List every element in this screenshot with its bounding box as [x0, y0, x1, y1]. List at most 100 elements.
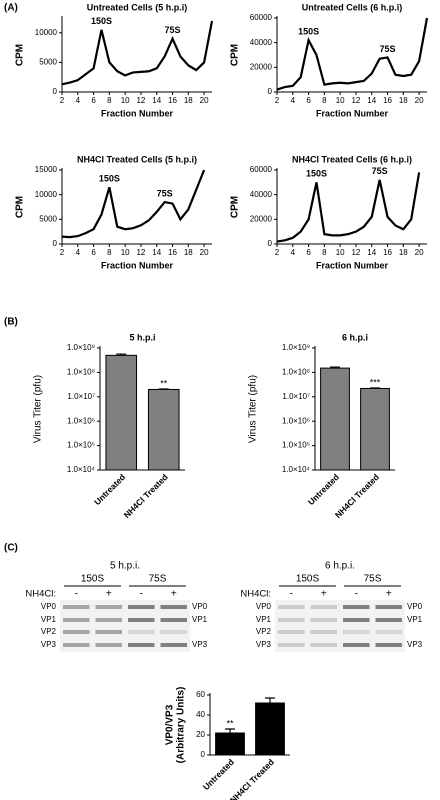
y-tick-label: 1.0×10⁶: [67, 416, 95, 425]
x-tick-label: 14: [152, 248, 161, 257]
gel-band: [343, 643, 370, 647]
gel-band: [95, 618, 122, 622]
y-tick-label: 1.0×10⁷: [67, 392, 95, 401]
x-tick-label: 14: [367, 96, 376, 105]
gel-band: [128, 630, 155, 634]
y-tick-label: 15000: [35, 165, 58, 174]
band-label: VP1: [256, 615, 272, 624]
x-axis-label: Fraction Number: [101, 108, 174, 118]
band-label: VP2: [256, 627, 272, 636]
peak-annotation: 150S: [306, 169, 327, 179]
y-tick-label: 10000: [35, 28, 58, 37]
gel-band: [95, 630, 122, 634]
significance-label: **: [226, 718, 234, 728]
gel-band: [160, 618, 187, 622]
y-axis-label: CPM: [15, 44, 26, 66]
gel-band: [63, 630, 90, 634]
x-tick-label: 20: [200, 96, 209, 105]
band-label: VP3: [192, 640, 208, 649]
band-label: VP0: [407, 602, 423, 611]
bar: [147, 388, 180, 471]
y-axis-label: (Arbitrary Units): [176, 687, 187, 764]
gel-band: [375, 618, 402, 622]
data-line: [61, 169, 206, 239]
x-tick-label: 12: [136, 248, 145, 257]
y-tick-label: 20: [196, 730, 205, 739]
gel-band: [375, 643, 402, 647]
gel-band: [310, 643, 337, 647]
gel-group: 75S: [364, 574, 382, 585]
band-label: VP1: [407, 615, 423, 624]
x-tick-label: 18: [399, 96, 408, 105]
y-tick-label: 60000: [250, 13, 273, 22]
gel-title: 6 h.p.i.: [325, 561, 355, 572]
gel-band: [310, 630, 337, 634]
x-tick-label: 16: [383, 96, 392, 105]
gel-band: [310, 618, 337, 622]
gel-band: [278, 605, 305, 609]
band-label: VP1: [192, 615, 208, 624]
bar: [320, 367, 350, 471]
gel-band: [160, 630, 187, 634]
x-tick-label: 6: [91, 96, 96, 105]
gel-band: [310, 605, 337, 609]
band-label: VP0: [256, 602, 272, 611]
y-tick-label: 1.0×10⁷: [282, 392, 310, 401]
x-tick-label: 4: [76, 248, 81, 257]
gel-band: [343, 618, 370, 622]
x-tick-label: 20: [415, 248, 424, 257]
peak-annotation: 150S: [298, 27, 319, 37]
bar: [360, 387, 390, 471]
panel-label: (A): [4, 3, 18, 14]
peak-annotation: 150S: [91, 16, 112, 26]
gel-group: 75S: [149, 574, 167, 585]
lane-label: +: [321, 589, 327, 600]
y-axis-label: CPM: [15, 196, 26, 218]
significance-label: ***: [370, 377, 381, 387]
gel-band: [160, 643, 187, 647]
gel-band: [63, 643, 90, 647]
error-bar: [330, 366, 340, 369]
gel-band: [63, 618, 90, 622]
band-label: VP0: [192, 602, 208, 611]
y-tick-label: 10000: [35, 190, 58, 199]
gel-group: 150S: [81, 574, 105, 585]
significance-label: **: [160, 378, 168, 388]
error-bar: [265, 697, 275, 703]
gel-band: [160, 605, 187, 609]
y-axis-label: Virus Titer (pfu): [248, 375, 259, 443]
y-tick-label: 60000: [250, 165, 273, 174]
y-tick-label: 5000: [39, 58, 57, 67]
band-label: VP0: [41, 602, 57, 611]
x-tick-label: 4: [76, 96, 81, 105]
band-label: VP3: [256, 640, 272, 649]
y-tick-label: 1.0×10⁵: [282, 441, 310, 450]
y-tick-label: 0: [201, 750, 206, 759]
lane-label: +: [386, 589, 392, 600]
x-tick-label: 20: [200, 248, 209, 257]
x-tick-label: 10: [336, 96, 345, 105]
gel-band: [343, 630, 370, 634]
x-tick-label: 8: [322, 248, 327, 257]
error-bar: [158, 388, 169, 390]
bar: [255, 702, 285, 756]
gel-band: [128, 618, 155, 622]
data-line: [61, 20, 214, 86]
y-tick-label: 0: [53, 87, 58, 96]
x-tick-label: 8: [107, 96, 112, 105]
band-label: VP1: [41, 615, 57, 624]
chart-title: NH4Cl Treated Cells (6 h.p.i): [292, 154, 412, 164]
treatment-label: NH4Cl:: [240, 589, 271, 600]
x-axis-label: Fraction Number: [316, 108, 389, 118]
y-tick-label: 40000: [250, 190, 273, 199]
x-axis-label: Fraction Number: [101, 260, 174, 270]
gel-band: [375, 630, 402, 634]
lane-label: -: [75, 589, 78, 600]
band-label: VP3: [407, 640, 423, 649]
y-tick-label: 1.0×10⁶: [282, 416, 310, 425]
error-bar: [116, 353, 127, 356]
chart-title: 5 h.p.i: [129, 332, 155, 342]
gel-band: [95, 605, 122, 609]
y-tick-label: 40000: [250, 38, 273, 47]
